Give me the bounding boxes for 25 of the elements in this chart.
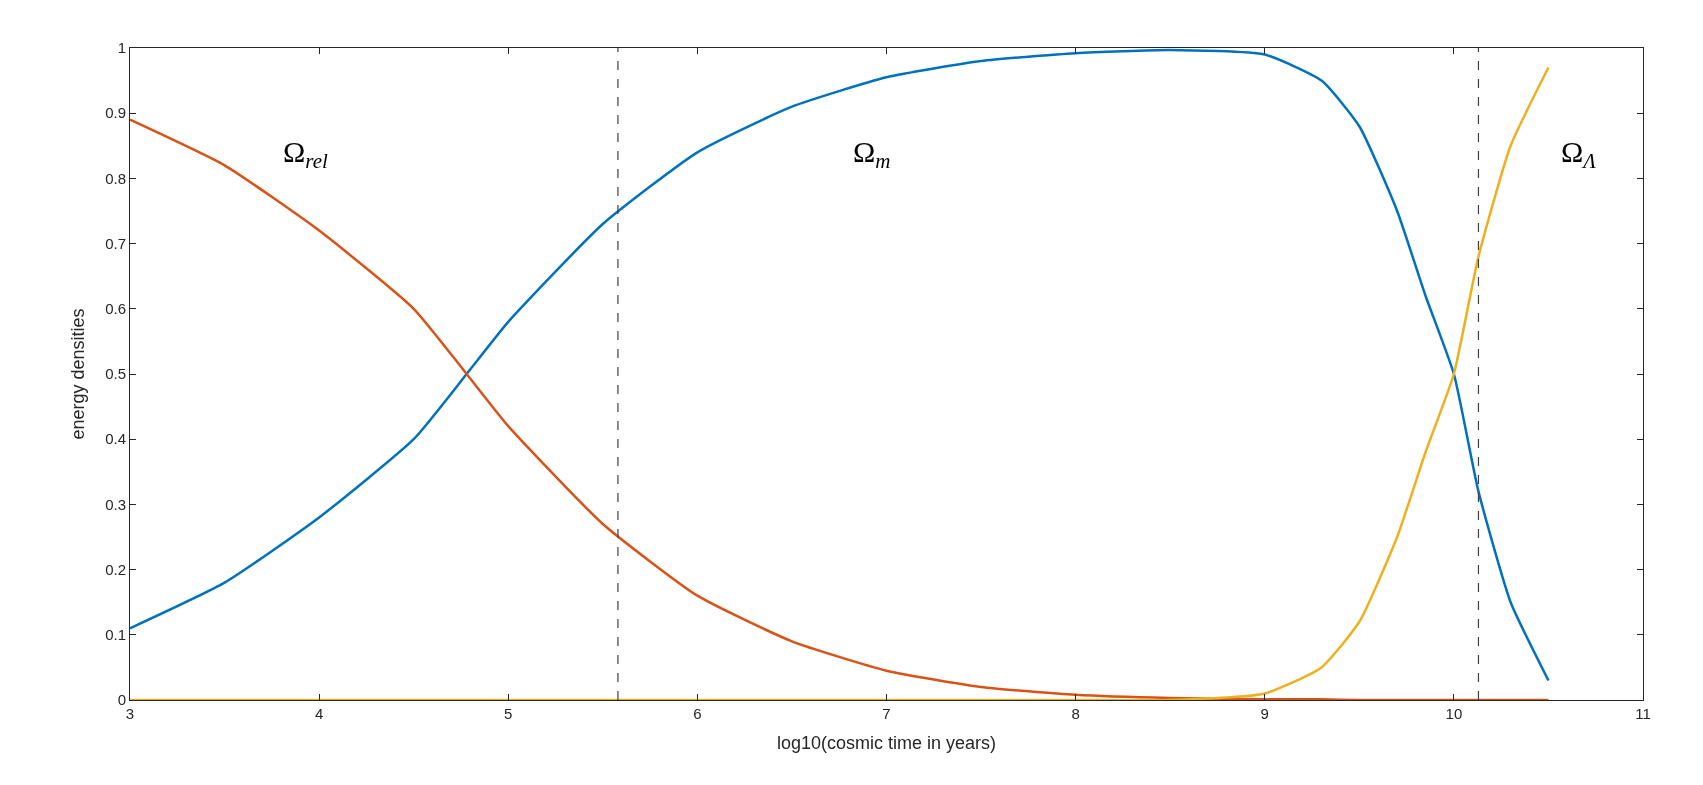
y-tick-label: 0.1 [105, 626, 126, 644]
x-tick-label: 9 [1260, 705, 1269, 722]
y-axis-title: energy densities [68, 308, 89, 440]
x-tick-label: 8 [1071, 705, 1080, 722]
x-tick-label: 3 [125, 705, 135, 722]
y-tick-label: 1 [117, 39, 126, 57]
y-tick-label: 0.7 [105, 234, 126, 252]
x-tick-label: 7 [882, 705, 891, 722]
series-label: Ω$_{m}$ [853, 135, 891, 174]
x-tick-label: 11 [1635, 705, 1651, 722]
x-tick-label: 6 [693, 705, 702, 722]
y-tick-label: 0.6 [105, 300, 126, 318]
x-axis-title: log10(cosmic time in years) [776, 733, 997, 754]
y-tick-label: 0.4 [105, 430, 126, 448]
y-tick-label: 0.5 [105, 365, 126, 383]
y-tick-label: 0.8 [105, 169, 126, 187]
x-tick-label: 4 [314, 705, 324, 722]
y-tick-label: 0.9 [105, 104, 126, 122]
y-tick-label: 0.2 [105, 560, 126, 578]
x-tick-label: 5 [504, 705, 513, 722]
series-label: Ω$_{Λ}$ [1561, 135, 1597, 174]
x-tick-label: 10 [1445, 705, 1463, 722]
y-tick-label: 0.3 [105, 495, 126, 513]
y-tick-label: 0 [117, 691, 126, 709]
series-label: Ω$_{rel}$ [283, 135, 329, 174]
